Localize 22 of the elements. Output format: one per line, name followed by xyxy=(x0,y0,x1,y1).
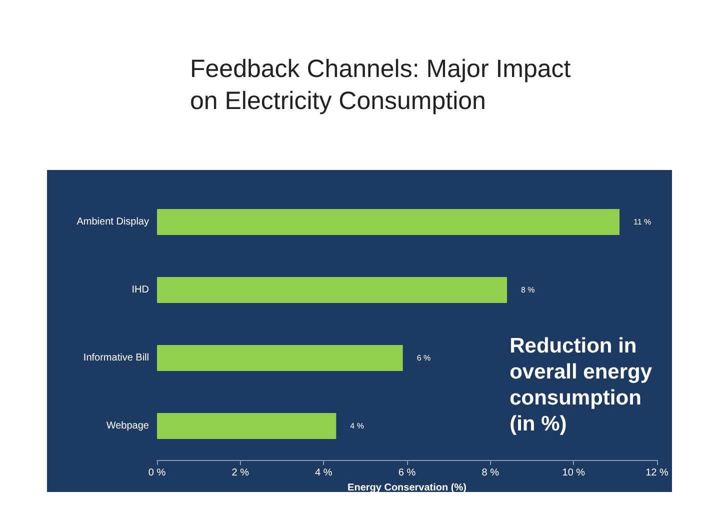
chart-title: Feedback Channels: Major Impact on Electricity Consumption xyxy=(190,55,571,115)
x-axis-title: Energy Conservation (%) xyxy=(348,482,466,494)
bar xyxy=(157,209,620,235)
bar xyxy=(157,277,507,303)
x-tick-label: 4 % xyxy=(315,468,332,478)
y-tick-label: Webpage xyxy=(106,420,150,432)
data-label: 8 % xyxy=(521,286,535,294)
y-tick-label: IHD xyxy=(132,284,149,296)
data-label: 6 % xyxy=(416,354,431,362)
x-tick-label: 12 % xyxy=(646,468,669,478)
x-tick-label: 2 % xyxy=(232,468,250,478)
x-tick-label: 8 % xyxy=(482,468,500,478)
data-label: 11 % xyxy=(634,218,652,226)
x-tick-label: 6 % xyxy=(398,468,416,478)
y-tick-label: Ambient Display xyxy=(76,216,149,228)
annotation: Reduction in overall energy consumption (in %) xyxy=(510,334,652,436)
x-tick-label: 10 % xyxy=(562,468,586,478)
bar xyxy=(157,413,336,439)
x-tick-label: 0 % xyxy=(148,468,166,478)
data-label: 4 % xyxy=(350,422,364,430)
bar xyxy=(157,345,403,371)
y-tick-label: Informative Bill xyxy=(83,352,149,364)
